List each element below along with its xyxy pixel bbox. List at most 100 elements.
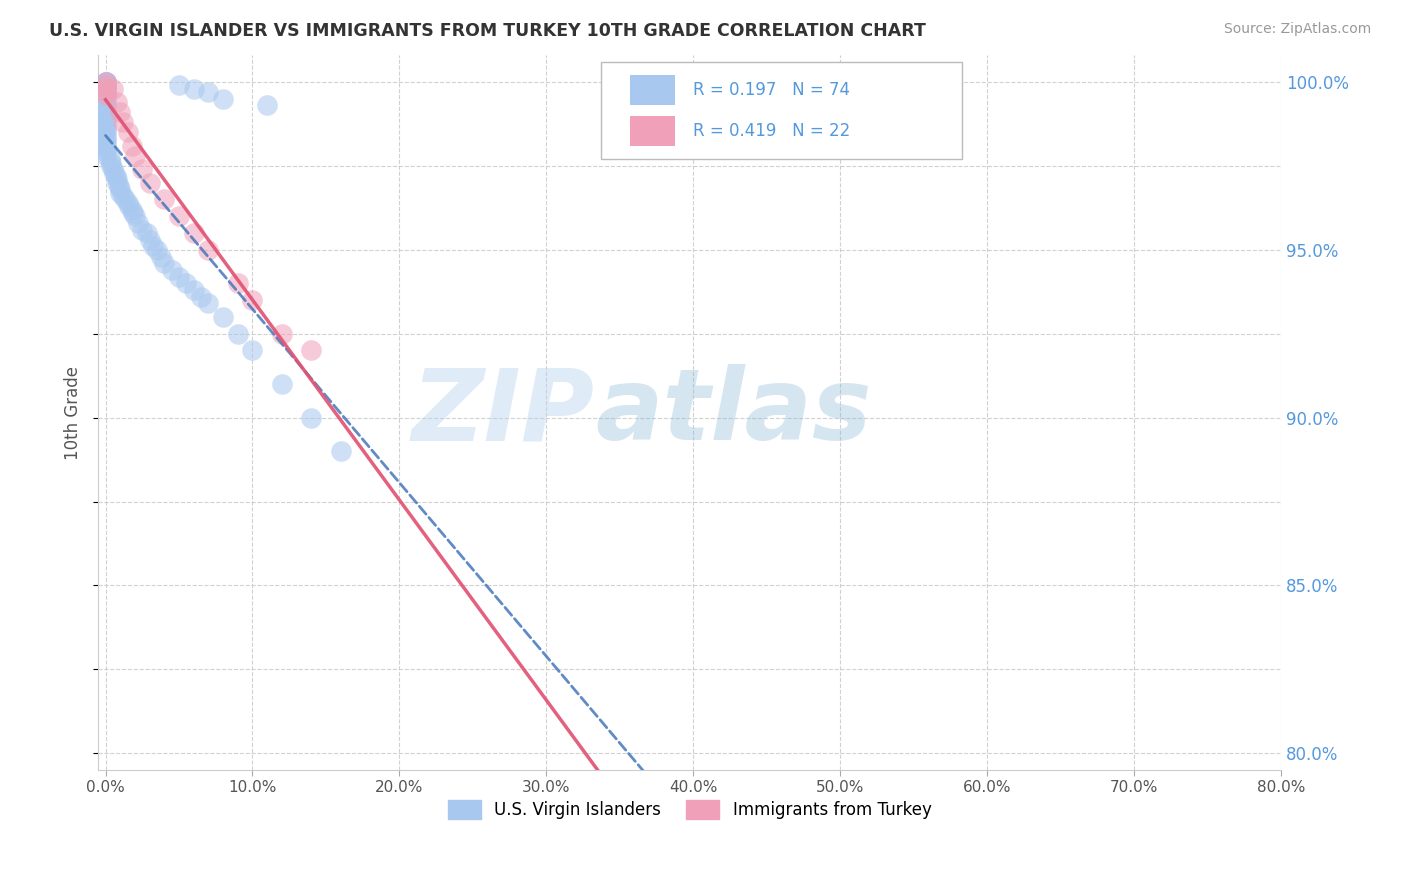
Point [127, 216, 149, 230]
Point [212, 310, 235, 324]
FancyBboxPatch shape [600, 62, 962, 159]
Point [107, 179, 129, 194]
Y-axis label: 10th Grade: 10th Grade [65, 366, 82, 459]
Text: U.S. VIRGIN ISLANDER VS IMMIGRANTS FROM TURKEY 10TH GRADE CORRELATION CHART: U.S. VIRGIN ISLANDER VS IMMIGRANTS FROM … [49, 22, 927, 40]
Point [167, 209, 190, 223]
Point [121, 202, 143, 217]
Point [94, 78, 117, 93]
Point [94, 88, 117, 103]
Bar [630, 75, 675, 105]
Point [104, 169, 127, 183]
Bar [630, 116, 675, 146]
Point [94, 119, 117, 133]
Point [110, 105, 132, 120]
Point [94, 142, 117, 156]
Point [112, 115, 135, 129]
Point [94, 75, 117, 89]
Point [197, 85, 219, 99]
Point [131, 162, 153, 177]
Point [94, 81, 117, 95]
Point [141, 239, 163, 253]
Point [94, 115, 117, 129]
Point [124, 209, 146, 223]
Point [212, 92, 235, 106]
Point [94, 138, 117, 153]
Point [183, 81, 205, 95]
Point [150, 250, 173, 264]
Point [94, 78, 117, 93]
Point [117, 195, 139, 210]
Point [160, 263, 183, 277]
Point [94, 128, 117, 143]
Point [94, 112, 117, 126]
Point [167, 78, 190, 93]
Point [94, 136, 117, 150]
Legend: U.S. Virgin Islanders, Immigrants from Turkey: U.S. Virgin Islanders, Immigrants from T… [441, 793, 938, 826]
Point [110, 182, 132, 196]
Point [167, 269, 190, 284]
Point [299, 343, 322, 358]
Point [94, 92, 117, 106]
Point [124, 149, 146, 163]
Point [329, 444, 352, 458]
Point [118, 199, 141, 213]
Point [121, 138, 143, 153]
Point [270, 326, 292, 341]
Point [94, 122, 117, 136]
Text: atlas: atlas [595, 364, 872, 461]
Point [112, 189, 135, 203]
Point [98, 152, 121, 166]
Text: R = 0.197   N = 74: R = 0.197 N = 74 [693, 81, 851, 99]
Point [117, 125, 139, 139]
Point [131, 222, 153, 236]
Text: ZIP: ZIP [412, 364, 595, 461]
Point [94, 85, 117, 99]
Point [94, 109, 117, 123]
Point [122, 206, 145, 220]
Point [105, 95, 128, 109]
Point [94, 75, 117, 89]
Point [94, 78, 117, 93]
Point [101, 81, 124, 95]
Text: R = 0.419   N = 22: R = 0.419 N = 22 [693, 122, 851, 140]
Point [242, 293, 264, 307]
Point [153, 193, 176, 207]
Point [299, 410, 322, 425]
Point [100, 159, 122, 173]
Point [94, 102, 117, 116]
Point [94, 145, 117, 160]
Point [103, 166, 125, 180]
Point [94, 98, 117, 112]
Point [183, 283, 205, 297]
Point [94, 149, 117, 163]
Point [138, 176, 160, 190]
Point [94, 132, 117, 146]
Point [146, 243, 169, 257]
Point [94, 75, 117, 89]
Point [94, 88, 117, 103]
Point [183, 226, 205, 240]
Point [242, 343, 264, 358]
Point [101, 162, 124, 177]
Point [94, 75, 117, 89]
Point [153, 256, 176, 270]
Point [94, 75, 117, 89]
Point [138, 233, 160, 247]
Point [190, 290, 212, 304]
Point [105, 172, 128, 186]
Point [94, 105, 117, 120]
Point [94, 81, 117, 95]
Point [94, 78, 117, 93]
Point [94, 75, 117, 89]
Point [94, 125, 117, 139]
Point [100, 155, 122, 169]
Point [197, 243, 219, 257]
Point [226, 277, 249, 291]
Point [197, 296, 219, 310]
Point [270, 377, 292, 392]
Point [114, 193, 136, 207]
Point [94, 81, 117, 95]
Point [94, 95, 117, 109]
Point [256, 98, 278, 112]
Point [135, 226, 157, 240]
